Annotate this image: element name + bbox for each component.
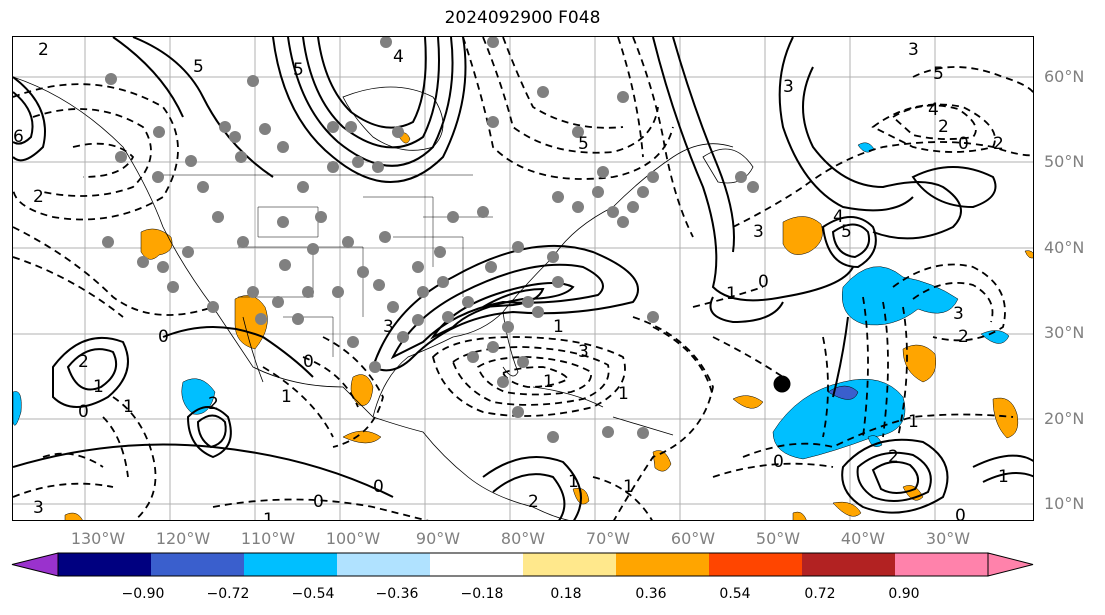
contour-label: 0 bbox=[958, 134, 969, 154]
contour-label: 1 bbox=[553, 317, 564, 337]
contour-label: 3 bbox=[33, 498, 44, 518]
contour-label: 0 bbox=[373, 477, 384, 497]
colorbar-tick: −0.18 bbox=[460, 586, 504, 602]
station-markers bbox=[102, 37, 759, 443]
contour-label: 2 bbox=[888, 447, 899, 467]
lat-label-60n: 60°N bbox=[1044, 67, 1085, 86]
colorbar-segment bbox=[709, 553, 803, 576]
contour-label: 0 bbox=[313, 492, 324, 512]
contour-label: 5 bbox=[933, 64, 944, 84]
map-title: 2024092900 F048 bbox=[444, 8, 601, 28]
contour-label: 0 bbox=[158, 327, 169, 347]
lat-label-30n: 30°N bbox=[1044, 323, 1085, 342]
colorbar-tick: 0.90 bbox=[888, 586, 920, 602]
colorbar-segment bbox=[151, 553, 245, 576]
colorbar-extend-low bbox=[11, 552, 59, 577]
contour-label: 2 bbox=[208, 394, 219, 414]
lon-label-130w: 130°W bbox=[70, 529, 126, 548]
contour-label: 1 bbox=[618, 384, 629, 404]
colorbar-tick: −0.72 bbox=[206, 586, 250, 602]
colorbar-tick: −0.36 bbox=[375, 586, 419, 602]
colorbar-segment bbox=[430, 553, 524, 576]
contour-label: 4 bbox=[928, 100, 939, 120]
lat-label-20n: 20°N bbox=[1044, 409, 1085, 428]
colorbar-segment bbox=[337, 553, 431, 576]
contour-label: 1 bbox=[623, 477, 634, 497]
colorbar-segment bbox=[616, 553, 710, 576]
lon-label-50w: 50°W bbox=[755, 529, 801, 548]
negative-anomaly-fills bbox=[13, 142, 1010, 460]
contour-label: 2 bbox=[958, 327, 969, 347]
colorbar-tick: −0.54 bbox=[291, 586, 335, 602]
contour-label: 5 bbox=[293, 60, 304, 80]
contour-label: 0 bbox=[303, 352, 314, 372]
lon-label-120w: 120°W bbox=[155, 529, 211, 548]
contour-label: 2 bbox=[78, 352, 89, 372]
lon-label-100w: 100°W bbox=[325, 529, 381, 548]
colorbar-tick: 0.36 bbox=[635, 586, 667, 602]
coastlines bbox=[13, 76, 754, 520]
contour-label: 2 bbox=[38, 40, 49, 60]
colorbar-segment bbox=[244, 553, 338, 576]
storm-center-marker bbox=[773, 375, 791, 393]
contour-label: 0 bbox=[773, 452, 784, 472]
contour-label: 1 bbox=[281, 387, 292, 407]
contour-label: 1 bbox=[263, 510, 274, 521]
lon-label-60w: 60°W bbox=[670, 529, 716, 548]
lon-label-40w: 40°W bbox=[840, 529, 886, 548]
contour-label: 2 bbox=[33, 187, 44, 207]
contour-label: 0 bbox=[758, 272, 769, 292]
contour-labels: 2 5 5 4 6 2 3 3 4 5 5 0 2 2 3 0 1 0 4 3 … bbox=[13, 40, 1009, 521]
contour-label: 1 bbox=[543, 372, 554, 392]
contour-label: 1 bbox=[908, 412, 919, 432]
colorbar-segment bbox=[895, 553, 989, 576]
contour-label: 5 bbox=[841, 222, 852, 242]
contour-label: 5 bbox=[193, 57, 204, 77]
contour-label: 2 bbox=[528, 492, 539, 512]
lat-label-40n: 40°N bbox=[1044, 238, 1085, 257]
contour-label: 3 bbox=[953, 304, 964, 324]
contour-label: 3 bbox=[753, 222, 764, 242]
colorbar-segment bbox=[523, 553, 617, 576]
lat-label-50n: 50°N bbox=[1044, 152, 1085, 171]
lon-label-90w: 90°W bbox=[415, 529, 461, 548]
contour-label: 3 bbox=[783, 77, 794, 97]
contour-label: 5 bbox=[578, 134, 589, 154]
colorbar-tick: −0.90 bbox=[121, 586, 165, 602]
contour-label: 0 bbox=[955, 506, 966, 521]
colorbar-segment bbox=[802, 553, 896, 576]
lon-label-110w: 110°W bbox=[240, 529, 296, 548]
contour-label: 1 bbox=[123, 397, 134, 417]
contour-label: 3 bbox=[908, 40, 919, 60]
map-panel: 2 5 5 4 6 2 3 3 4 5 5 0 2 2 3 0 1 0 4 3 … bbox=[12, 36, 1034, 521]
contour-label: 3 bbox=[578, 342, 589, 362]
colorbar-tick: 0.54 bbox=[719, 586, 751, 602]
contour-label: 0 bbox=[78, 402, 89, 422]
contour-label: 1 bbox=[568, 472, 579, 492]
lon-label-70w: 70°W bbox=[585, 529, 631, 548]
colorbar-extend-high bbox=[987, 552, 1034, 577]
lon-label-30w: 30°W bbox=[925, 529, 971, 548]
lon-label-80w: 80°W bbox=[500, 529, 546, 548]
contour-label: 2 bbox=[993, 134, 1004, 154]
contour-label: 1 bbox=[998, 467, 1009, 487]
colorbar-tick: 0.18 bbox=[550, 586, 582, 602]
colorbar-segment bbox=[58, 553, 152, 576]
colorbar-frame bbox=[57, 552, 989, 577]
colorbar-tick: 0.72 bbox=[804, 586, 836, 602]
contour-label: 6 bbox=[13, 127, 24, 147]
lat-label-10n: 10°N bbox=[1044, 494, 1085, 513]
map-svg: 2 5 5 4 6 2 3 3 4 5 5 0 2 2 3 0 1 0 4 3 … bbox=[13, 37, 1033, 521]
dashed-contours bbox=[13, 37, 1033, 520]
contour-label: 2 bbox=[938, 117, 949, 137]
contour-label: 1 bbox=[726, 284, 737, 304]
colorbar bbox=[11, 552, 1034, 577]
contour-label: 1 bbox=[93, 377, 104, 397]
political-boundaries bbox=[153, 174, 493, 357]
contour-label: 4 bbox=[393, 47, 404, 67]
contour-label: 4 bbox=[833, 207, 844, 227]
contour-label: 3 bbox=[383, 317, 394, 337]
